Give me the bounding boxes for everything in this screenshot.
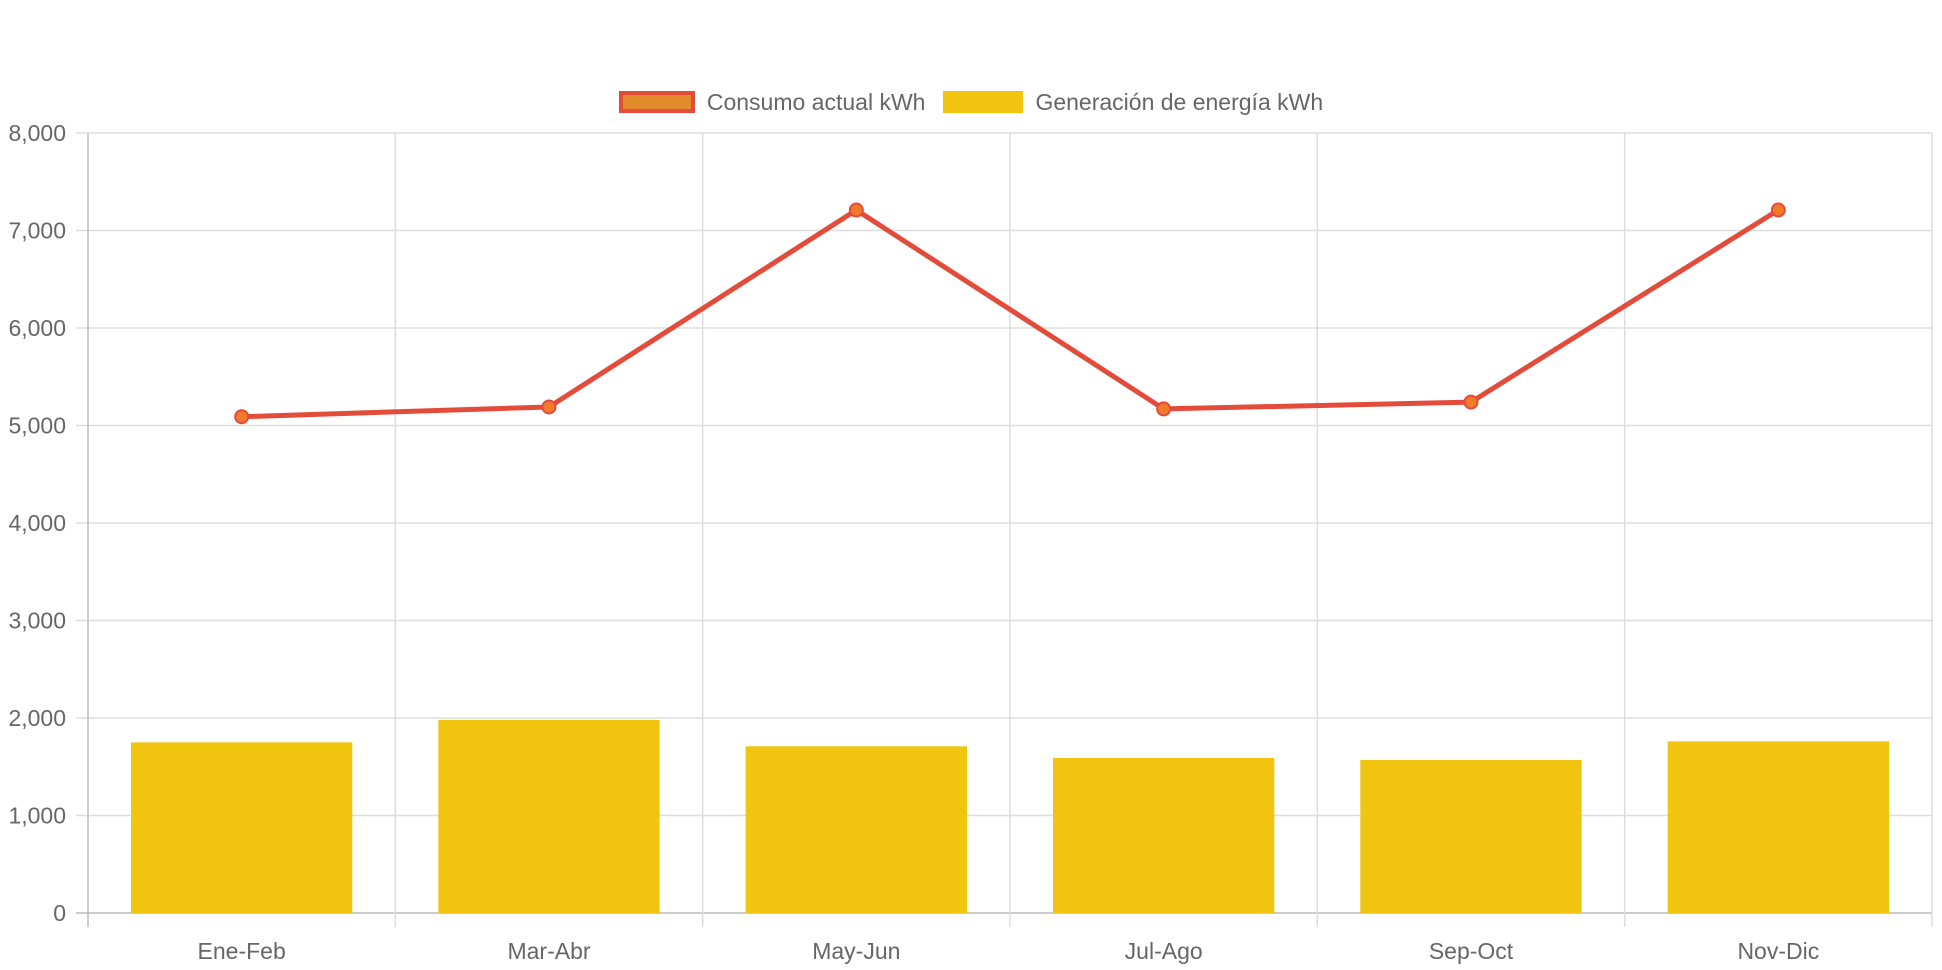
- y-tick-label: 0: [53, 900, 66, 926]
- bar-sep-oct: [1360, 759, 1582, 913]
- legend: Consumo actual kWh Generación de energía…: [0, 84, 1942, 120]
- point-consumo-ene-feb: [234, 409, 250, 425]
- y-tick-label: 6,000: [8, 315, 66, 341]
- x-tick-label: Sep-Oct: [1429, 938, 1514, 964]
- point-consumo-jul-ago: [1156, 401, 1172, 417]
- legend-item-consumo[interactable]: Consumo actual kWh: [618, 88, 926, 116]
- x-tick-label: Ene-Feb: [198, 938, 286, 964]
- x-tick-label: Nov-Dic: [1737, 938, 1819, 964]
- y-tick-label: 5,000: [8, 413, 66, 439]
- y-tick-label: 8,000: [8, 120, 66, 146]
- legend-swatch-consumo: [618, 91, 695, 113]
- x-tick-label: Jul-Ago: [1125, 938, 1203, 964]
- legend-label-consumo: Consumo actual kWh: [706, 88, 926, 115]
- bar-mar-abr: [438, 719, 660, 913]
- point-consumo-sep-oct: [1463, 394, 1479, 410]
- bar-may-jun: [745, 746, 967, 913]
- bar-nov-dic: [1667, 741, 1889, 913]
- bar-jul-ago: [1053, 757, 1275, 913]
- point-consumo-may-jun: [848, 202, 864, 218]
- y-tick-label: 4,000: [8, 510, 66, 536]
- y-tick-label: 3,000: [8, 608, 66, 634]
- legend-item-generacion[interactable]: Generación de energía kWh: [943, 89, 1323, 116]
- y-tick-label: 1,000: [8, 803, 66, 829]
- bar-ene-feb: [131, 742, 353, 913]
- point-consumo-nov-dic: [1770, 202, 1786, 218]
- point-consumo-mar-abr: [541, 399, 557, 415]
- series-line-consumo: [239, 207, 1781, 420]
- legend-label-generacion: Generación de energía kWh: [1035, 88, 1324, 115]
- x-tick-label: May-Jun: [812, 938, 900, 964]
- y-tick-label: 7,000: [8, 218, 66, 244]
- x-tick-label: Mar-Abr: [507, 938, 590, 964]
- legend-swatch-generacion: [943, 91, 1024, 113]
- y-tick-label: 2,000: [8, 705, 66, 731]
